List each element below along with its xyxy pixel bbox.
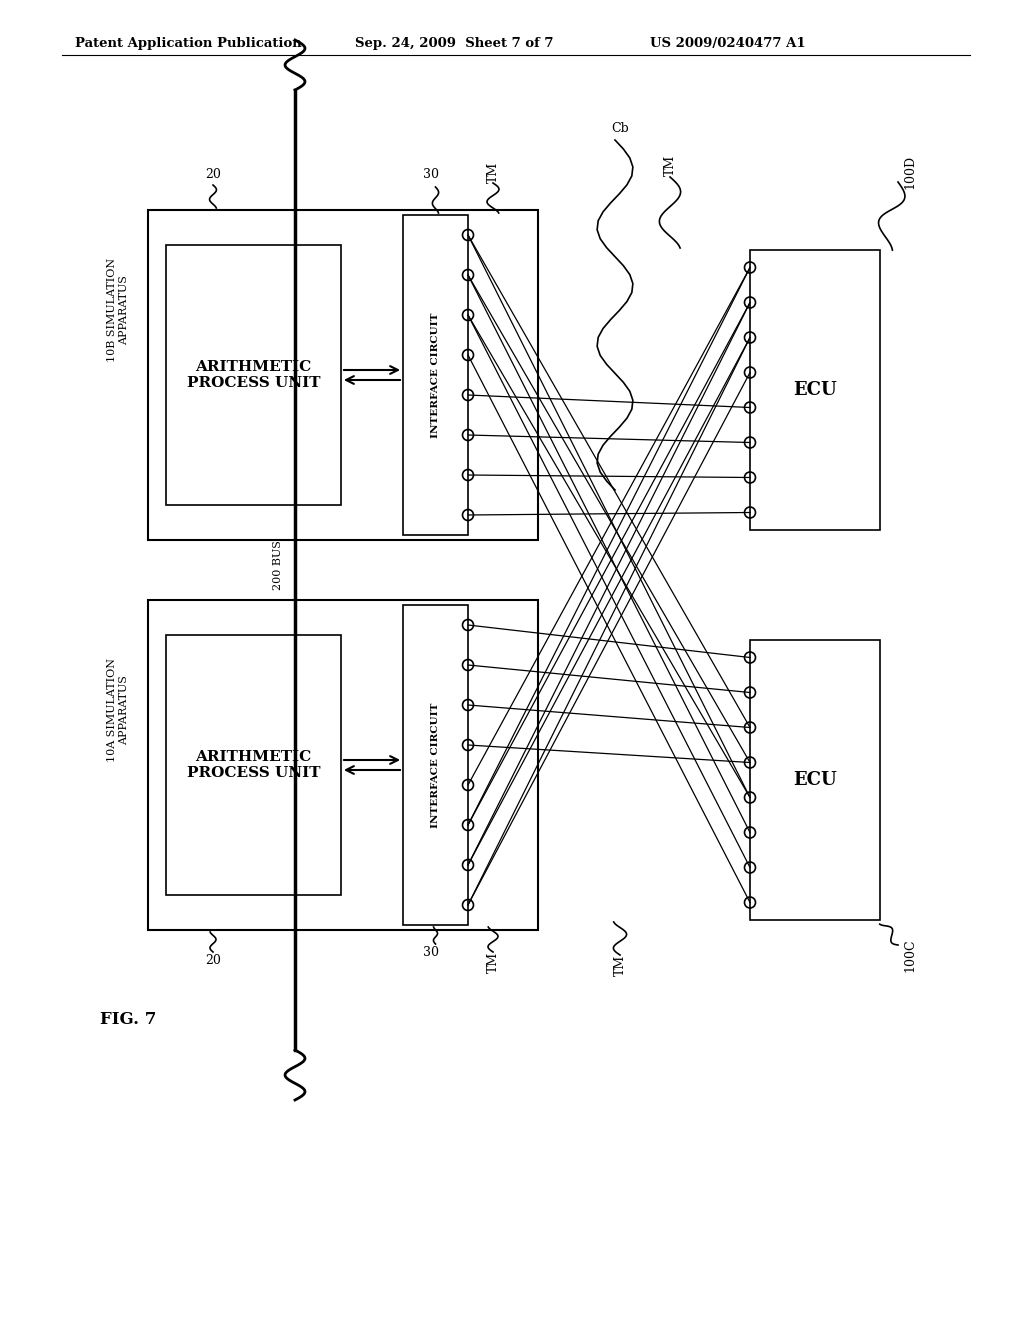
Bar	[166, 635, 341, 895]
Text: ECU: ECU	[794, 771, 837, 789]
Text: 100C: 100C	[903, 939, 916, 972]
Text: US 2009/0240477 A1: US 2009/0240477 A1	[650, 37, 806, 50]
Text: 20: 20	[205, 953, 221, 966]
Text: 30: 30	[423, 945, 438, 958]
Text: 10A SIMULATION
APPARATUS: 10A SIMULATION APPARATUS	[108, 657, 129, 762]
Text: TM: TM	[664, 154, 677, 176]
Bar	[166, 246, 341, 506]
Text: Sep. 24, 2009  Sheet 7 of 7: Sep. 24, 2009 Sheet 7 of 7	[355, 37, 554, 50]
Text: 30: 30	[423, 169, 438, 181]
Text: Cb: Cb	[611, 121, 629, 135]
Text: INTERFACE CIRCUIT: INTERFACE CIRCUIT	[431, 702, 440, 828]
Bar	[148, 601, 538, 931]
Text: ECU: ECU	[794, 381, 837, 399]
Text: FIG. 7: FIG. 7	[100, 1011, 157, 1028]
Bar	[403, 215, 468, 535]
Text: ARITHMETIC
PROCESS UNIT: ARITHMETIC PROCESS UNIT	[186, 750, 321, 780]
Text: TM: TM	[486, 952, 500, 973]
Text: Patent Application Publication: Patent Application Publication	[75, 37, 302, 50]
Bar	[750, 640, 880, 920]
Text: 10B SIMULATION
APPARATUS: 10B SIMULATION APPARATUS	[108, 257, 129, 362]
Text: TM: TM	[486, 161, 500, 182]
Text: 100D: 100D	[903, 154, 916, 189]
Text: 200 BUS: 200 BUS	[273, 540, 283, 590]
Text: INTERFACE CIRCUIT: INTERFACE CIRCUIT	[431, 313, 440, 438]
Text: TM: TM	[613, 954, 627, 975]
Bar	[403, 605, 468, 925]
Bar	[148, 210, 538, 540]
Text: ARITHMETIC
PROCESS UNIT: ARITHMETIC PROCESS UNIT	[186, 360, 321, 391]
Text: 20: 20	[205, 169, 221, 181]
Bar	[750, 249, 880, 531]
